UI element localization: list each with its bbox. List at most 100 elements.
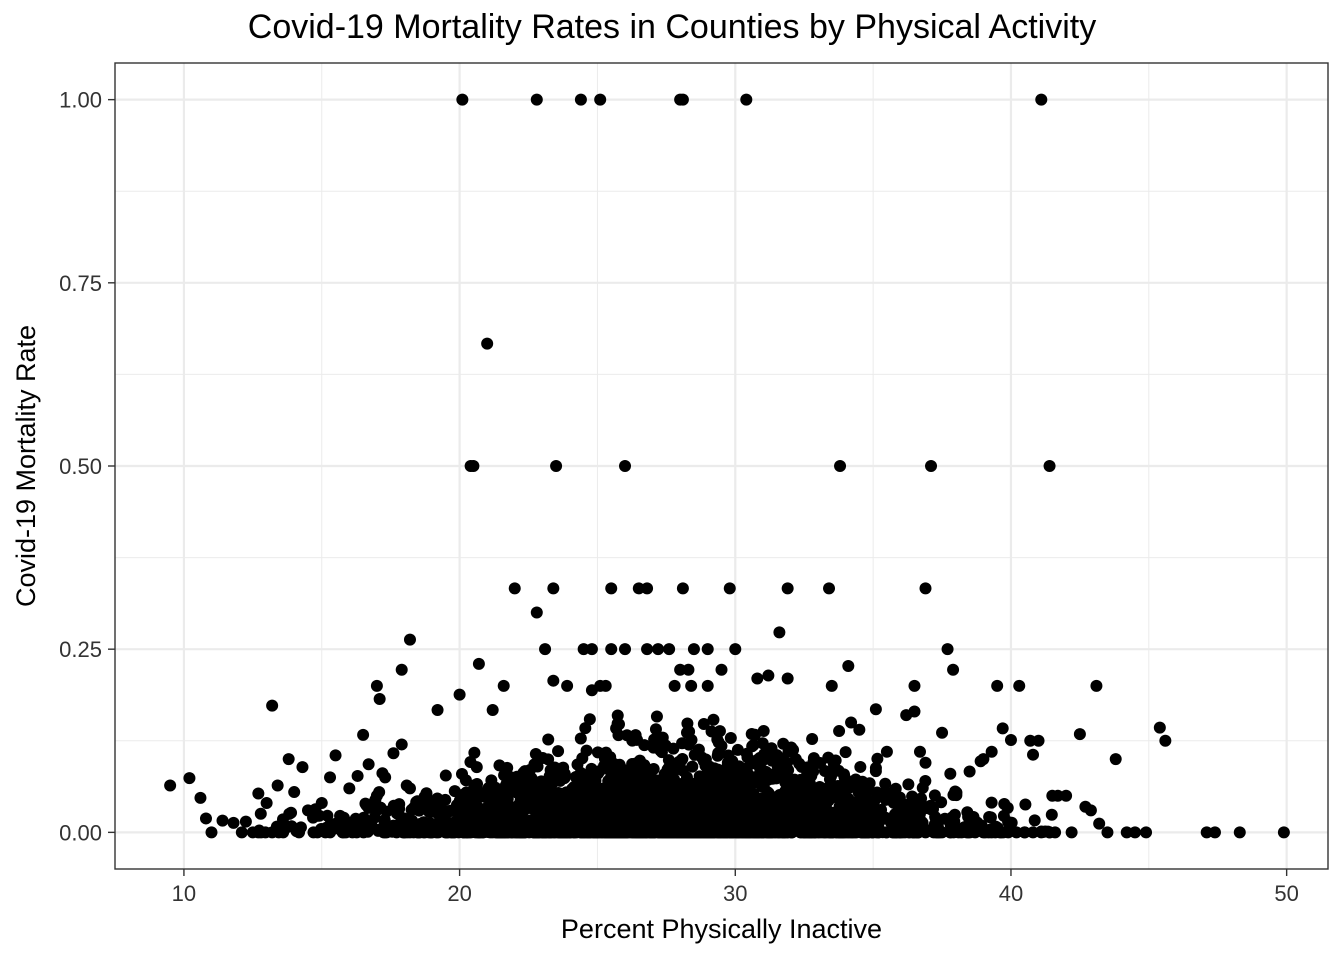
scatter-point xyxy=(472,657,485,670)
scatter-point xyxy=(435,802,448,815)
scatter-point xyxy=(947,663,960,676)
scatter-point xyxy=(285,806,298,819)
scatter-point xyxy=(431,704,444,716)
scatter-point xyxy=(760,826,773,839)
scatter-point xyxy=(417,816,430,829)
scatter-point xyxy=(908,679,921,692)
scatter-point xyxy=(662,754,675,767)
scatter-point xyxy=(682,826,695,839)
scatter-point xyxy=(925,460,938,472)
scatter-point xyxy=(529,806,542,819)
scatter-point xyxy=(350,826,363,839)
scatter-point xyxy=(577,643,590,656)
scatter-point xyxy=(686,760,699,773)
scatter-point xyxy=(902,778,915,791)
scatter-point xyxy=(961,806,974,819)
scatter-point xyxy=(600,781,613,794)
scatter-point xyxy=(599,679,612,692)
scatter-point xyxy=(900,709,913,722)
scatter-point xyxy=(545,778,558,791)
scatter-point xyxy=(637,764,650,777)
scatter-point xyxy=(464,816,477,829)
scatter-point xyxy=(506,826,519,839)
scatter-point xyxy=(1002,826,1015,839)
scatter-point xyxy=(621,826,634,839)
scatter-point xyxy=(1035,93,1048,106)
scatter-point xyxy=(565,796,578,809)
scatter-point xyxy=(685,679,698,692)
scatter-point xyxy=(661,769,674,782)
scatter-point xyxy=(663,826,676,839)
scatter-point xyxy=(717,787,730,800)
scatter-point xyxy=(387,747,400,760)
scatter-point xyxy=(508,582,521,595)
scatter-point xyxy=(561,679,574,692)
scatter-point xyxy=(619,460,632,472)
scatter-point xyxy=(649,777,662,790)
x-tick-label: 50 xyxy=(1274,881,1298,906)
scatter-point xyxy=(479,823,492,836)
scatter-point xyxy=(663,643,676,656)
scatter-point xyxy=(438,821,451,834)
scatter-point xyxy=(751,672,764,685)
scatter-point xyxy=(1060,789,1073,802)
scatter-point xyxy=(609,805,622,818)
scatter-point xyxy=(721,760,734,773)
scatter-point xyxy=(459,804,472,817)
scatter-point xyxy=(1010,826,1023,839)
scatter-point xyxy=(611,717,624,730)
x-axis-title: Percent Physically Inactive xyxy=(561,914,882,944)
scatter-point xyxy=(520,783,533,796)
scatter-point xyxy=(1024,734,1037,747)
scatter-point xyxy=(817,826,830,839)
scatter-point xyxy=(498,769,511,782)
scatter-point xyxy=(380,805,393,818)
scatter-point xyxy=(853,723,866,736)
scatter-point xyxy=(782,818,795,831)
scatter-point xyxy=(879,793,892,806)
scatter-point xyxy=(781,672,794,685)
scatter-point xyxy=(715,739,728,752)
scatter-point xyxy=(760,765,773,778)
scatter-point xyxy=(574,93,587,106)
scatter-point xyxy=(905,801,918,814)
scatter-point xyxy=(674,663,687,676)
scatter-point xyxy=(1045,808,1058,821)
scatter-point xyxy=(544,764,557,777)
scatter-point xyxy=(543,824,556,837)
scatter-point xyxy=(619,643,632,656)
scatter-point xyxy=(239,815,252,828)
scatter-points xyxy=(164,93,1290,839)
scatter-point xyxy=(869,703,882,716)
scatter-point xyxy=(947,788,960,801)
scatter-point xyxy=(370,679,383,692)
scatter-point xyxy=(749,728,762,741)
scatter-point xyxy=(1090,679,1103,692)
scatter-point xyxy=(253,824,266,837)
scatter-point xyxy=(738,798,751,811)
scatter-point xyxy=(701,679,714,692)
x-tick-label: 40 xyxy=(999,881,1023,906)
scatter-point xyxy=(542,753,555,766)
scatter-point xyxy=(343,782,356,795)
scatter-point xyxy=(509,778,522,791)
scatter-point xyxy=(928,789,941,802)
scatter-point xyxy=(397,826,410,839)
scatter-point xyxy=(456,93,469,106)
scatter-point xyxy=(707,713,720,726)
scatter-point xyxy=(199,812,212,825)
scatter-point xyxy=(252,787,265,800)
scatter-point xyxy=(919,826,932,839)
scatter-point xyxy=(362,758,375,771)
scatter-point xyxy=(329,749,342,762)
scatter-point xyxy=(550,460,563,472)
scatter-point xyxy=(1129,826,1142,839)
scatter-point xyxy=(315,823,328,835)
scatter-point xyxy=(974,755,987,768)
scatter-point xyxy=(486,704,499,716)
scatter-point xyxy=(594,93,607,106)
scatter-point xyxy=(1018,826,1031,839)
x-tick-label: 20 xyxy=(447,881,471,906)
scatter-point xyxy=(503,801,516,814)
scatter-point xyxy=(1013,679,1026,692)
